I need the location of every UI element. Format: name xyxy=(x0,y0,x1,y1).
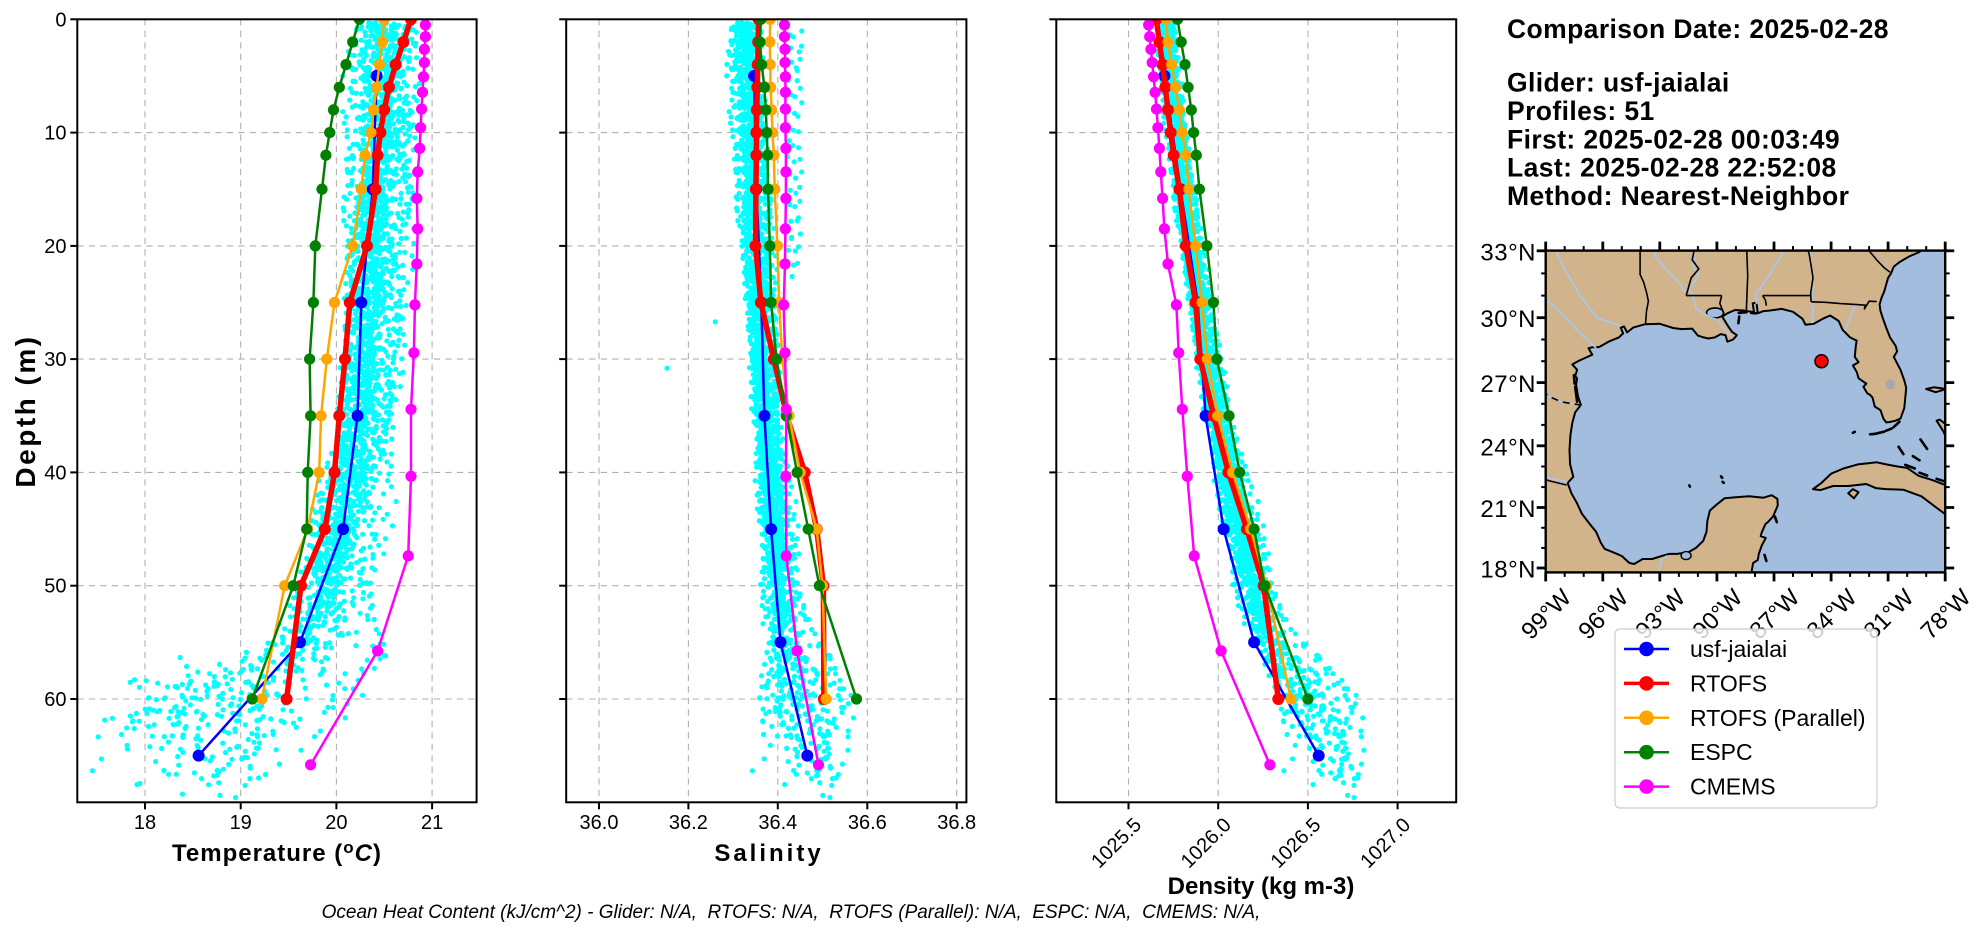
svg-text:50: 50 xyxy=(44,576,66,598)
svg-text:CMEMS: CMEMS xyxy=(1690,774,1776,800)
svg-text:33°N: 33°N xyxy=(1480,239,1536,266)
svg-text:ESPC: ESPC xyxy=(1690,739,1753,765)
svg-text:RTOFS: RTOFS xyxy=(1690,670,1767,696)
svg-text:Salinity: Salinity xyxy=(714,840,823,867)
svg-text:36.2: 36.2 xyxy=(669,812,708,834)
svg-text:Comparison Date: 2025-02-28: Comparison Date: 2025-02-28 xyxy=(1507,14,1889,44)
svg-text:24°N: 24°N xyxy=(1480,434,1536,461)
svg-text:40: 40 xyxy=(44,462,66,484)
svg-text:usf-jaialai: usf-jaialai xyxy=(1690,636,1787,662)
svg-text:36.0: 36.0 xyxy=(580,812,619,834)
svg-text:Last: 2025-02-28 22:52:08: Last: 2025-02-28 22:52:08 xyxy=(1507,153,1837,183)
svg-text:Ocean Heat Content (kJ/cm^2) -: Ocean Heat Content (kJ/cm^2) - Glider: N… xyxy=(322,902,1261,923)
svg-text:Density (kg m-3): Density (kg m-3) xyxy=(1168,873,1355,900)
svg-text:20: 20 xyxy=(44,236,66,258)
svg-text:RTOFS (Parallel): RTOFS (Parallel) xyxy=(1690,705,1866,731)
svg-text:60: 60 xyxy=(44,689,66,711)
svg-text:30: 30 xyxy=(44,349,66,371)
svg-text:36.4: 36.4 xyxy=(758,812,797,834)
svg-text:36.8: 36.8 xyxy=(937,812,976,834)
svg-text:18°N: 18°N xyxy=(1480,557,1536,584)
svg-text:20: 20 xyxy=(325,812,347,834)
svg-text:36.6: 36.6 xyxy=(848,812,887,834)
svg-text:21°N: 21°N xyxy=(1480,496,1536,523)
svg-text:30°N: 30°N xyxy=(1480,306,1536,333)
svg-text:Glider: usf-jaialai: Glider: usf-jaialai xyxy=(1507,68,1730,98)
svg-text:Method: Nearest-Neighbor: Method: Nearest-Neighbor xyxy=(1507,181,1849,211)
svg-text:First: 2025-02-28 00:03:49: First: 2025-02-28 00:03:49 xyxy=(1507,124,1840,154)
svg-text:Profiles: 51: Profiles: 51 xyxy=(1507,96,1655,126)
svg-text:27°N: 27°N xyxy=(1480,371,1536,398)
svg-text:10: 10 xyxy=(44,123,66,145)
svg-text:19: 19 xyxy=(230,812,252,834)
svg-text:18: 18 xyxy=(134,812,156,834)
svg-text:0: 0 xyxy=(55,9,66,31)
svg-text:Depth (m): Depth (m) xyxy=(10,334,41,487)
svg-text:21: 21 xyxy=(421,812,443,834)
